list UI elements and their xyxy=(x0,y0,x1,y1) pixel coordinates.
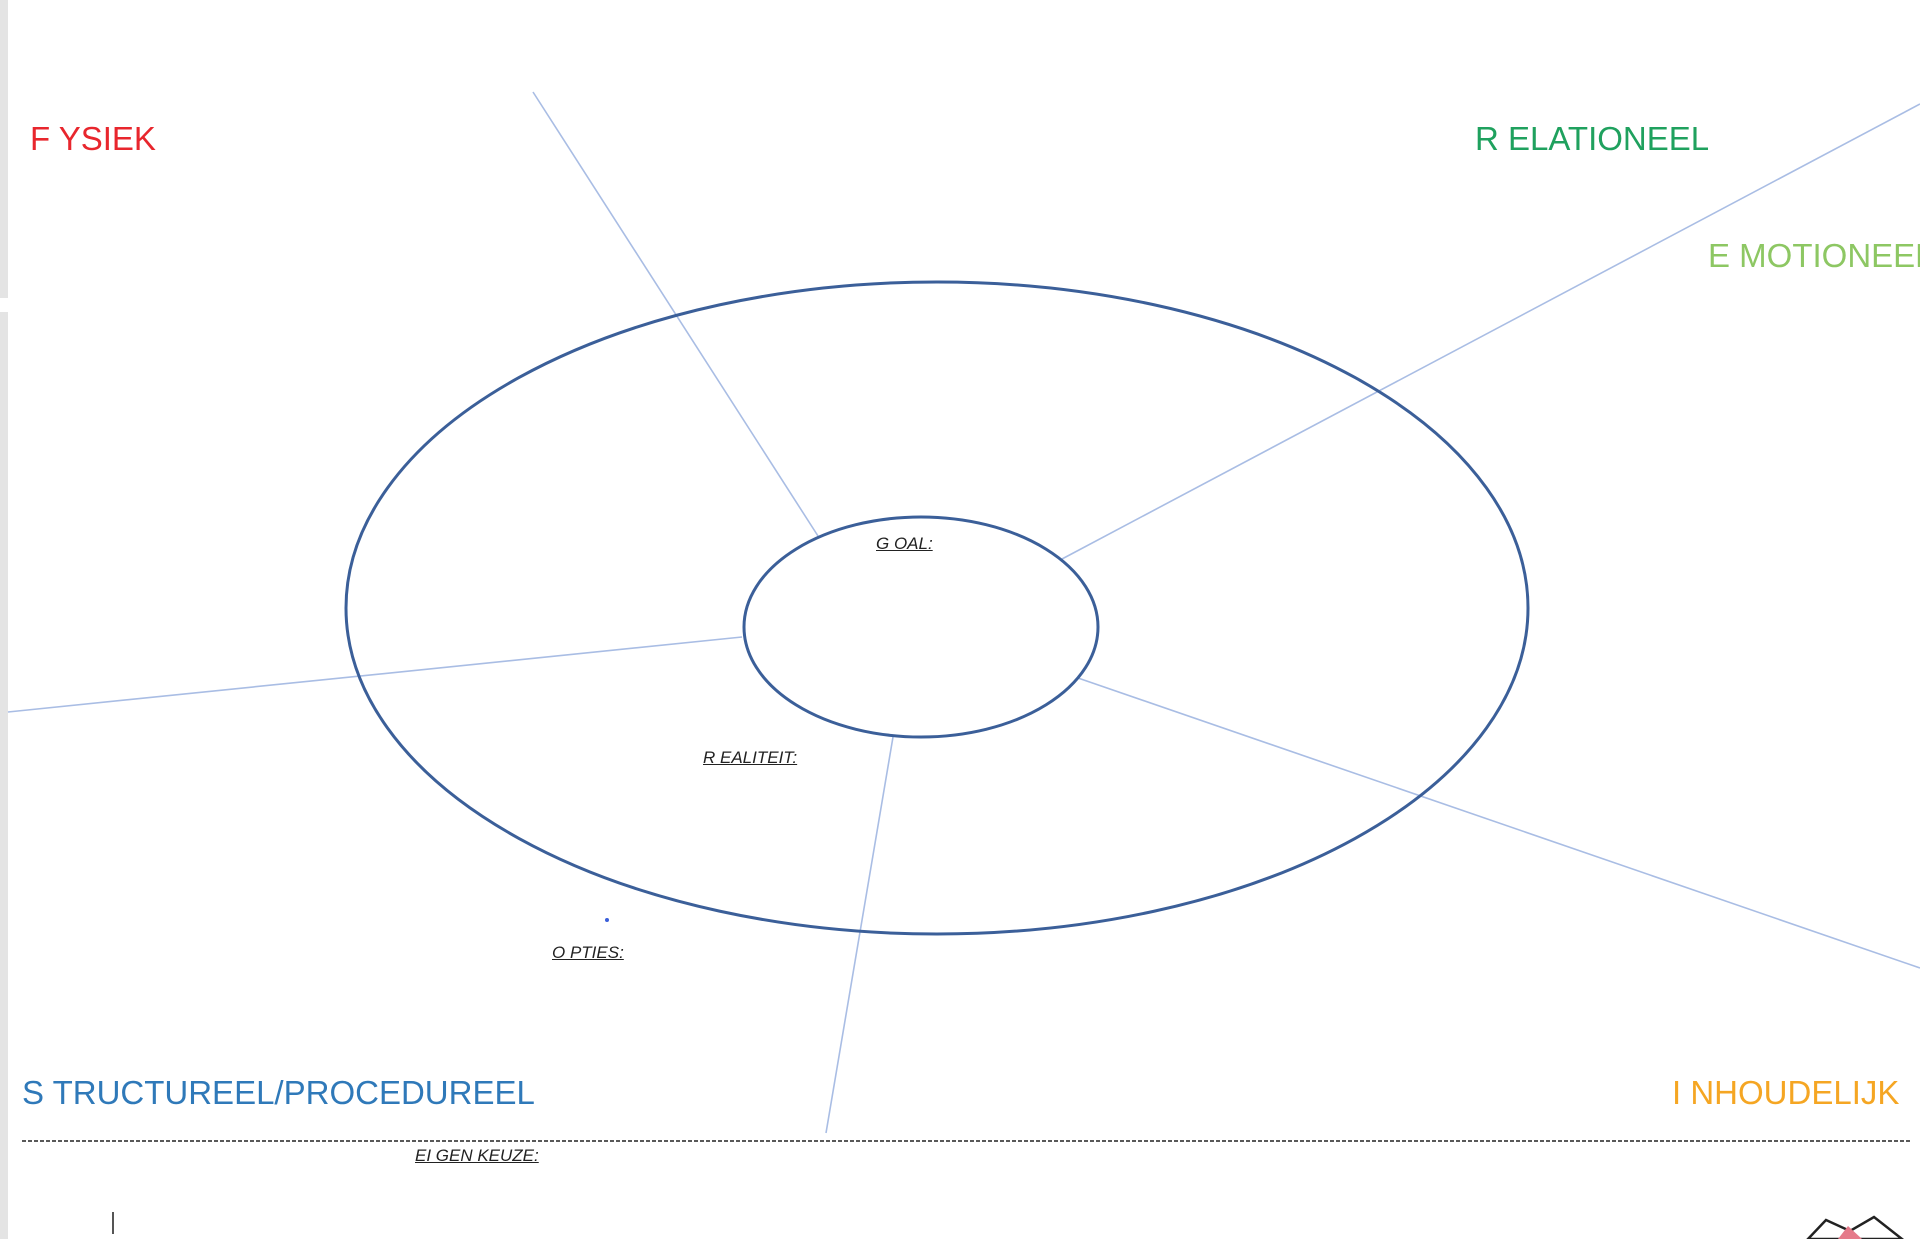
spoke-fysiek-lower xyxy=(7,636,743,713)
spoke-inhoudelijk xyxy=(1077,677,1920,969)
label-goal: G OAL: xyxy=(876,534,933,553)
spoke-emotioneel xyxy=(1061,103,1920,560)
small-dot xyxy=(605,918,609,922)
inner-ellipse xyxy=(742,515,1100,739)
label-realiteit: R EALITEIT: xyxy=(703,748,798,767)
outer-ellipse xyxy=(344,280,1530,936)
text-cursor xyxy=(112,1212,114,1234)
spoke-structureel xyxy=(825,736,894,1134)
label-eigen-keuze: EI GEN KEUZE: xyxy=(415,1146,539,1165)
label-relationeel: R ELATIONEEL xyxy=(1475,120,1710,157)
label-fysiek: F YSIEK xyxy=(30,120,156,157)
cat-logo xyxy=(1806,1215,1905,1239)
label-emotioneel: E MOTIONEEL xyxy=(1708,237,1920,274)
spoke-fysiek xyxy=(532,91,819,537)
left-border-bottom xyxy=(0,312,8,1239)
label-inhoudelijk: I NHOUDELIJK xyxy=(1672,1074,1900,1111)
label-structureel: S TRUCTUREEL/PROCEDUREEL xyxy=(22,1074,535,1111)
label-opties: O PTIES: xyxy=(552,943,624,962)
left-border-top xyxy=(0,0,8,298)
